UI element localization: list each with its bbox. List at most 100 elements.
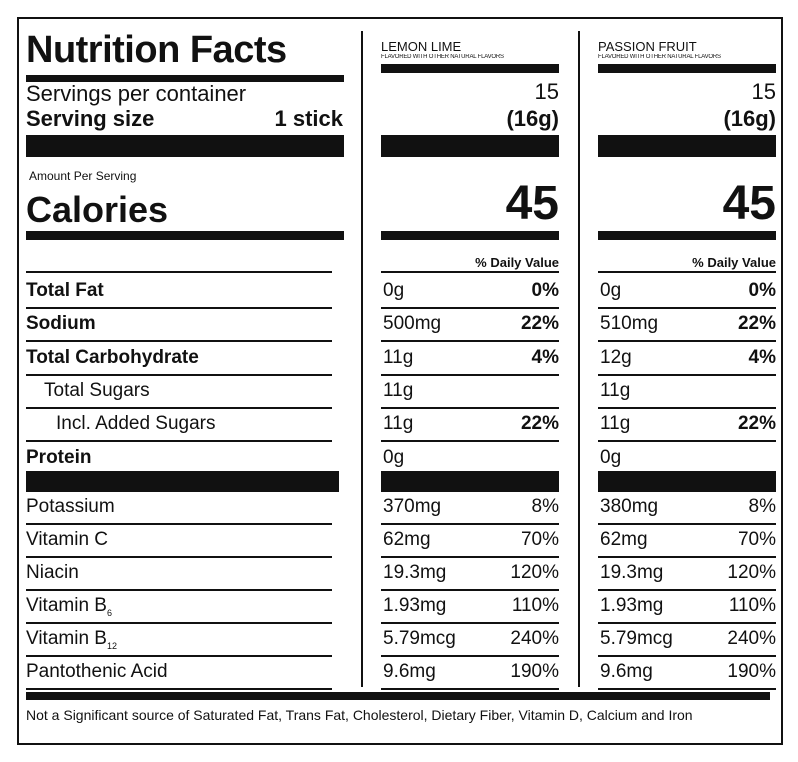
nutrient-name: Vitamin C: [26, 529, 108, 551]
row-rule: [381, 556, 559, 558]
flavor-title-rule: [381, 64, 559, 73]
flavor-subtitle: FLAVORED WITH OTHER NATURAL FLAVORS: [598, 54, 721, 60]
nutrient-name-text: Incl. Added Sugars: [56, 413, 216, 434]
nutrient-name-text: Potassium: [26, 496, 115, 517]
nutrient-dv: 120%: [510, 562, 559, 583]
flavor-title-rule: [598, 64, 776, 73]
row-rule: [381, 589, 559, 591]
nutrient-name: Potassium: [26, 496, 115, 518]
row-rule: [26, 556, 332, 558]
nutrient-amount: 11g: [600, 413, 631, 434]
nutrient-amount: 11g: [383, 413, 414, 434]
serving-thick-rule: [26, 135, 344, 157]
row-rule: [598, 655, 776, 657]
flavor-servings: 15: [534, 79, 559, 104]
nutrient-name: Total Fat: [26, 280, 104, 302]
nutrient-amount: 11g: [383, 347, 414, 368]
nutrient-name-text: Total Fat: [26, 280, 104, 301]
nutrient-amount: 9.6mg: [600, 661, 653, 682]
row-rule: [381, 407, 559, 409]
nutrient-name-text: Vitamin C: [26, 529, 109, 550]
flavor-serving-size: (16g): [723, 106, 776, 131]
row-rule: [598, 407, 776, 409]
row-rule: [598, 622, 776, 624]
nutrient-dv: 240%: [727, 628, 776, 649]
nutrient-name: Protein: [26, 447, 91, 469]
row-rule: [598, 440, 776, 442]
nutrient-amount: 0g: [383, 280, 405, 301]
nutrient-amount: 62mg: [383, 529, 431, 550]
column-divider-2: [578, 31, 580, 687]
nutrient-name-text: Total Carbohydrate: [26, 347, 199, 368]
row-rule: [598, 589, 776, 591]
nutrition-label: Nutrition Facts Servings per container S…: [17, 17, 783, 745]
nutrient-amount: 5.79mcg: [600, 628, 673, 649]
row-rule: [381, 688, 559, 690]
nutrient-subscript: 12: [106, 640, 117, 651]
flavor-serving-rule: [381, 135, 559, 157]
nutrient-dv: 4%: [748, 347, 776, 368]
flavor-subtitle: FLAVORED WITH OTHER NATURAL FLAVORS: [381, 54, 504, 60]
flavor-servings: 15: [751, 79, 776, 104]
row-rule: [381, 374, 559, 376]
nutrient-amount: 380mg: [600, 496, 659, 517]
nutrient-name: Vitamin B6: [26, 595, 112, 624]
nutrient-amount: 1.93mg: [383, 595, 447, 616]
flavor-name: LEMON LIME: [381, 39, 462, 54]
nutrient-dv: 190%: [510, 661, 559, 682]
row-rule: [598, 340, 776, 342]
serving-size-value: 1 stick: [274, 106, 344, 131]
dv-header-rule: [26, 271, 332, 273]
dv-header-rule: [381, 271, 559, 273]
dv-header-rule: [598, 271, 776, 273]
nutrient-dv: 8%: [531, 496, 559, 517]
flavor-calories: 45: [505, 177, 559, 230]
nutrient-name-text: Niacin: [26, 562, 79, 583]
flavor-calories: 45: [722, 177, 776, 230]
nutrient-name-text: Vitamin B: [26, 628, 107, 649]
nutrient-dv: 70%: [520, 529, 559, 550]
nutrient-name-text: Sodium: [26, 313, 96, 334]
row-rule: [26, 340, 332, 342]
nutrient-name: Total Sugars: [44, 380, 150, 402]
nutrient-name: Total Carbohydrate: [26, 347, 199, 369]
row-rule: [26, 688, 332, 690]
nutrient-amount: 510mg: [600, 313, 659, 334]
nutrient-name: Vitamin B12: [26, 628, 117, 657]
nutrient-amount: 0g: [600, 280, 622, 301]
nutrient-name-text: Total Sugars: [44, 380, 150, 401]
protein-thick-rule: [598, 471, 776, 492]
row-rule: [26, 655, 332, 657]
nutrient-dv: 120%: [727, 562, 776, 583]
servings-per-container-label: Servings per container: [26, 81, 247, 106]
nutrient-dv: 110%: [511, 595, 559, 616]
nutrient-dv: 0%: [531, 280, 559, 301]
row-rule: [26, 622, 332, 624]
nutrient-amount: 9.6mg: [383, 661, 436, 682]
nutrient-amount: 0g: [600, 447, 622, 468]
row-rule: [381, 655, 559, 657]
nutrient-amount: 19.3mg: [600, 562, 664, 583]
row-rule: [26, 307, 332, 309]
protein-thick-rule: [26, 471, 339, 492]
amount-per-serving: Amount Per Serving: [29, 169, 137, 183]
nutrient-dv: 4%: [531, 347, 559, 368]
nutrient-name-text: Vitamin B: [26, 595, 107, 616]
row-rule: [381, 523, 559, 525]
footnote: Not a Significant source of Saturated Fa…: [26, 707, 693, 723]
nutrient-dv: 22%: [737, 413, 776, 434]
row-rule: [381, 440, 559, 442]
nutrient-dv: 8%: [748, 496, 776, 517]
nutrient-name: Sodium: [26, 313, 96, 335]
row-rule: [26, 523, 332, 525]
flavor-serving-rule: [598, 135, 776, 157]
nutrient-amount: 19.3mg: [383, 562, 447, 583]
nutrient-dv: 22%: [520, 413, 559, 434]
row-rule: [598, 688, 776, 690]
footer-rule: [26, 692, 770, 700]
nutrient-dv: 22%: [737, 313, 776, 334]
row-rule: [598, 556, 776, 558]
flavor-name: PASSION FRUIT: [598, 39, 697, 54]
row-rule: [598, 523, 776, 525]
nutrient-amount: 11g: [383, 380, 414, 401]
